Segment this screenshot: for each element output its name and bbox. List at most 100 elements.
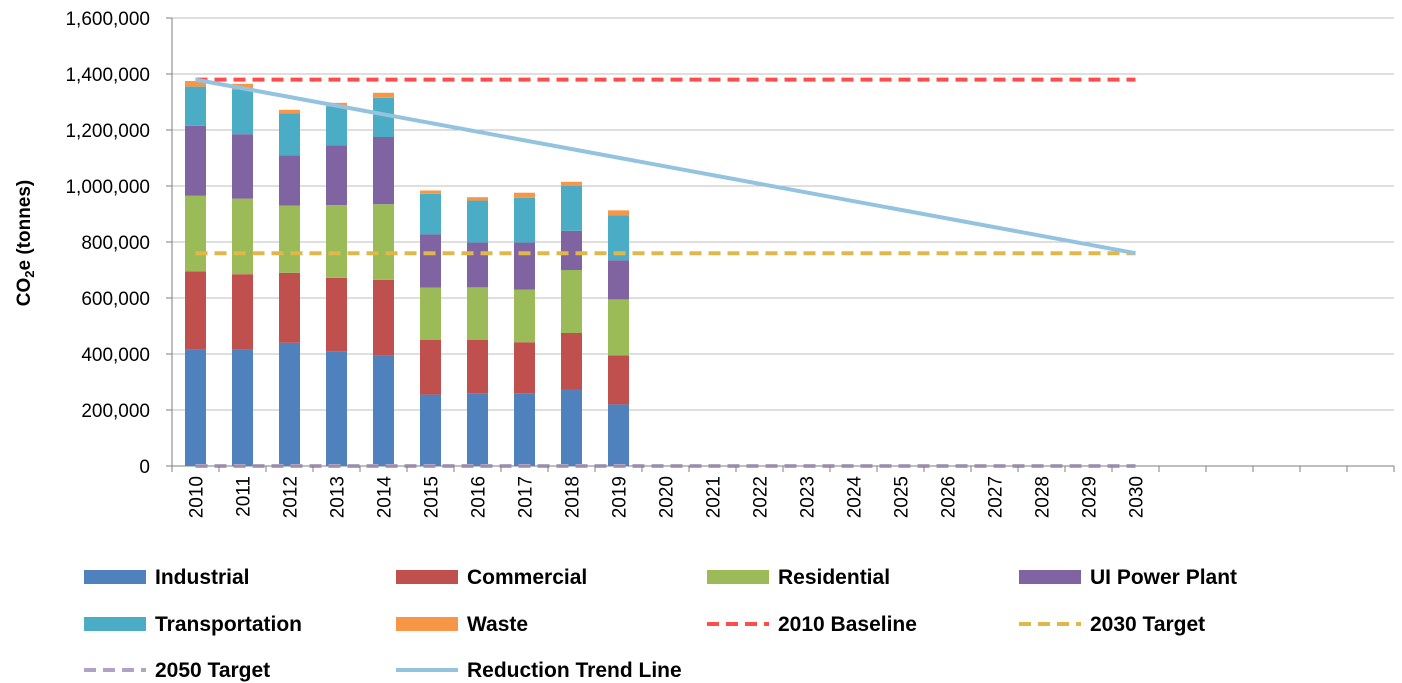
bar-segment-commercial [608,355,629,405]
x-tick-label: 2015 [422,476,443,518]
bar-segment-residential [373,204,394,280]
bar-segment-industrial [232,349,253,466]
legend-item-commercial: Commercial [396,566,587,589]
y-tick-label: 0 [139,457,150,478]
legend-label: Reduction Trend Line [467,659,682,682]
y-tick-label: 200,000 [81,401,150,422]
bar-segment-waste [279,109,300,114]
x-tick-label: 2013 [328,476,349,518]
x-tick-label: 2012 [281,476,302,518]
x-tick-label: 2022 [751,476,772,518]
bar-segment-industrial [420,394,441,466]
legend-item-transportation: Transportation [84,613,302,636]
legend-label: Commercial [467,566,587,589]
bar-segment-residential [420,287,441,340]
bar-segment-industrial [561,389,582,466]
bar-segment-ui-power-plant [232,134,253,199]
bar-segment-transportation [608,215,629,261]
x-tick-label: 2023 [798,476,819,518]
legend-item-residential: Residential [707,566,890,589]
legend-label: 2010 Baseline [778,613,917,636]
x-tick-label: 2011 [234,476,255,517]
y-tick-label: 600,000 [81,289,150,310]
y-tick-label: 1,400,000 [65,65,150,86]
legend-swatch [396,570,458,584]
y-tick-label: 1,000,000 [65,177,150,198]
x-tick-label: 2016 [469,476,490,518]
legend-swatch [396,617,458,631]
x-tick-label: 2010 [187,476,208,518]
legend-item-2010-baseline: 2010 Baseline [707,613,917,636]
y-tick-label: 400,000 [81,345,150,366]
bar-segment-industrial [326,351,347,466]
bar-segment-ui-power-plant [420,234,441,288]
bar-segment-ui-power-plant [373,137,394,205]
legend-swatch [1019,570,1081,584]
y-tick-label: 1,200,000 [65,121,150,142]
bar-segment-industrial [514,393,535,466]
bar-segment-waste [420,190,441,194]
x-tick-label: 2019 [610,476,631,518]
bar-segment-residential [514,289,535,343]
bar-segment-ui-power-plant [467,242,488,288]
bar-segment-ui-power-plant [608,260,629,300]
legend-label: 2050 Target [155,659,270,682]
stacked-bars [185,81,629,466]
bar-segment-industrial [279,342,300,466]
legend-item-waste: Waste [396,613,528,636]
legend-label: Transportation [155,613,302,636]
legend-label: UI Power Plant [1090,566,1237,589]
bar-segment-waste [608,210,629,216]
bar-segment-commercial [185,271,206,350]
legend-item-industrial: Industrial [84,566,250,589]
bar-segment-transportation [232,89,253,135]
series-line-reduction-trend-line [195,77,1136,256]
bar-segment-commercial [467,340,488,394]
y-tick-label: 1,600,000 [65,9,150,30]
bar-segment-waste [467,197,488,201]
bar-segment-transportation [185,86,206,126]
bar-segment-industrial [608,404,629,466]
bar-segment-commercial [279,272,300,343]
bar-segment-transportation [326,106,347,146]
bar-segment-commercial [232,274,253,350]
x-tick-label: 2025 [892,476,913,518]
bar-segment-industrial [373,355,394,466]
bar-segment-ui-power-plant [326,145,347,206]
x-tick-label: 2026 [939,476,960,518]
bar-segment-transportation [420,193,441,235]
legend: Industrial Commercial Residential UI Power … [84,566,1237,682]
bar-segment-transportation [279,113,300,156]
bar-segment-residential [467,287,488,340]
bar-segment-industrial [185,349,206,466]
bar-segment-residential [326,205,347,278]
x-tick-label: 2030 [1127,476,1148,518]
bar-segment-commercial [561,333,582,389]
bar-segment-transportation [514,197,535,243]
bar-segment-ui-power-plant [279,155,300,206]
bar-segment-commercial [420,340,441,395]
x-tick-label: 2017 [516,476,537,518]
bar-segment-commercial [326,277,347,352]
x-tick-label: 2024 [845,476,866,519]
bar-segment-ui-power-plant [185,125,206,196]
bar-segment-commercial [373,279,394,356]
x-axis-ticks: 2010 2011 2012 2013 2014 2015 2016 2017 2018 2019… [171,466,1395,519]
legend-swatch [84,570,146,584]
x-tick-label: 2029 [1080,476,1101,518]
bar-segment-ui-power-plant [561,230,582,270]
x-tick-label: 2014 [375,476,396,519]
bar-segment-waste [514,192,535,198]
bar-segment-transportation [373,97,394,137]
x-tick-label: 2018 [563,476,584,518]
legend-item-ui-power-plant: UI Power Plant [1019,566,1237,589]
bar-segment-commercial [514,342,535,394]
bar-segment-transportation [467,200,488,243]
x-tick-label: 2027 [986,476,1007,518]
legend-item-reduction-trend-line: Reduction Trend Line [396,659,682,682]
legend-label: 2030 Target [1090,613,1205,636]
y-axis-label: CO2e (tonnes) [14,180,37,307]
legend-swatch [707,570,769,584]
bar-segment-waste [561,181,582,186]
